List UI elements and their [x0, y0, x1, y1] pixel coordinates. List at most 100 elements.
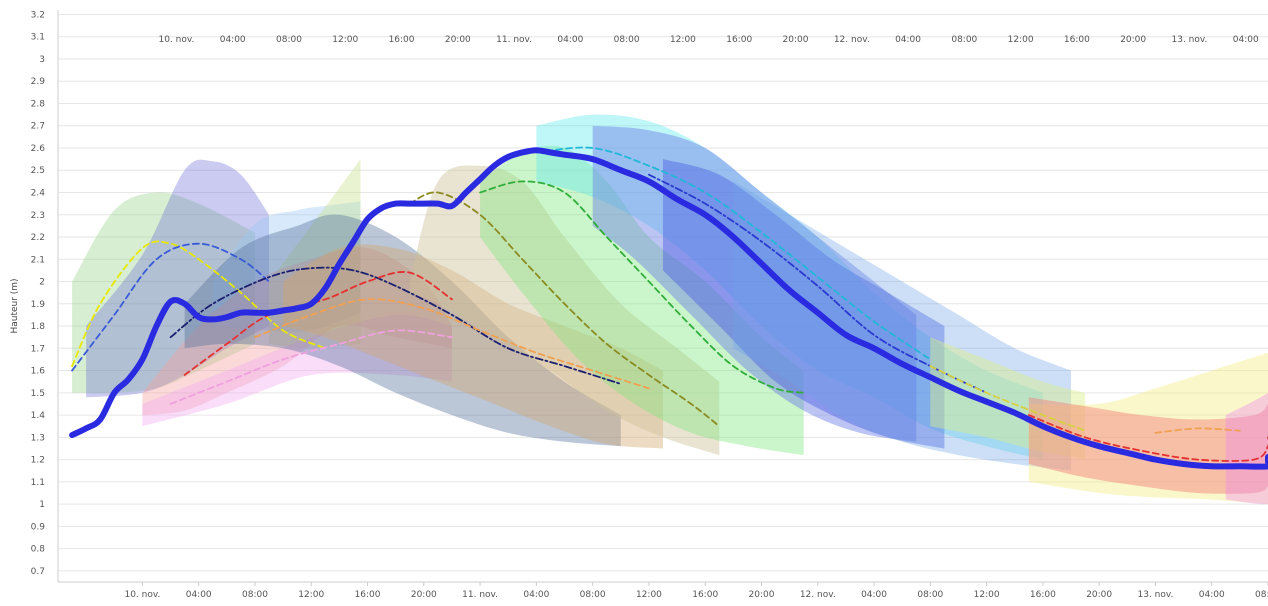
y-tick-label: 2.1 [31, 255, 45, 265]
forecast-line [169, 266, 622, 385]
forecast-line [71, 240, 327, 367]
y-tick-label: 1.7 [31, 344, 45, 354]
x-tick-label-top: 12:00 [332, 35, 358, 45]
x-tick-label-top: 04:00 [1233, 35, 1259, 45]
y-tick-label: 2.4 [31, 189, 46, 199]
observed-line [69, 147, 1268, 470]
y-axis: 0.7 0.8 0.9 1 1.1 1.2 1.3 1.4 1.5 1.6 1.7 1.8 1.9 2 2.… [31, 10, 46, 576]
y-tick-label: 1.3 [31, 433, 45, 443]
y-tick-label: 2.3 [31, 211, 45, 221]
y-tick-label: 0.7 [31, 567, 45, 577]
y-tick-label: 1.5 [31, 389, 45, 399]
forecast-line [71, 242, 270, 372]
x-tick-label-top: 08:00 [614, 35, 640, 45]
x-tick-label: 04:00 [1199, 590, 1225, 600]
grid [57, 10, 1268, 583]
y-tick-label: 3.1 [31, 33, 45, 43]
x-tick-label-top: 04:00 [557, 35, 583, 45]
x-tick-label-top: 04:00 [895, 35, 921, 45]
y-tick-label: 2.8 [31, 99, 46, 109]
y-axis-label: Hauteur (m) [10, 278, 20, 333]
y-tick-label: 2.2 [31, 233, 45, 243]
forecast-line [169, 329, 453, 405]
x-tick-label: 08:00 [580, 590, 606, 600]
uncertainty-band [72, 192, 255, 394]
forecast-line [929, 365, 1086, 432]
x-tick-label-top: 08:00 [276, 35, 302, 45]
x-tick-label-top: 12:00 [1008, 35, 1034, 45]
uncertainty-band [1028, 397, 1268, 494]
x-tick-label-top: 20:00 [1120, 35, 1146, 45]
y-tick-label: 0.9 [31, 522, 46, 532]
x-tick-label: 08:00 [1255, 590, 1268, 600]
x-tick-label: 20:00 [411, 590, 437, 600]
x-axis-top: 10. nov. 04:00 08:00 12:00 16:00 20:00 11. nov… [158, 35, 1259, 45]
y-tick-label: 1.4 [31, 411, 46, 421]
observed-series [69, 147, 1268, 470]
x-tick-label: 16:00 [1030, 590, 1056, 600]
x-tick-label: 12:00 [974, 590, 1000, 600]
x-tick-label: 08:00 [917, 590, 943, 600]
forecast-line [183, 271, 453, 376]
uncertainty-band [142, 314, 452, 427]
x-tick-label-top: 16:00 [726, 35, 752, 45]
x-tick-label: 12. nov. [800, 590, 836, 600]
uncertainty-band [86, 159, 269, 398]
y-tick-label: 1.2 [31, 456, 45, 466]
uncertainty-band [283, 244, 663, 449]
y-tick-label: 3 [39, 55, 45, 65]
x-tick-label-top: 11. nov. [496, 35, 532, 45]
x-tick-label-top: 13. nov. [1172, 35, 1208, 45]
forecast-series [71, 146, 1268, 468]
uncertainty-band [409, 165, 720, 456]
y-tick-label: 1.1 [31, 478, 45, 488]
x-tick-label-top: 16:00 [1064, 35, 1090, 45]
x-tick-label-top: 20:00 [445, 35, 471, 45]
y-tick-label: 0.8 [31, 545, 46, 555]
x-tick-label: 20:00 [1086, 590, 1112, 600]
x-tick-label: 13. nov. [1138, 590, 1174, 600]
x-tick-label: 20:00 [749, 590, 775, 600]
x-tick-label-top: 20:00 [783, 35, 809, 45]
y-tick-label: 3.2 [31, 10, 45, 20]
uncertainty-band [142, 247, 452, 416]
uncertainty-band [733, 181, 1071, 471]
forecast-line [535, 146, 932, 361]
uncertainty-band [1225, 381, 1268, 505]
x-tick-label-top: 08:00 [951, 35, 977, 45]
x-tick-label: 04:00 [523, 590, 549, 600]
x-tick-label-top: 12:00 [670, 35, 696, 45]
x-tick-label-top: 10. nov. [158, 35, 194, 45]
y-tick-label: 2.6 [31, 144, 46, 154]
x-tick-label: 12:00 [298, 590, 324, 600]
x-axis-bottom: 10. nov. 04:00 08:00 12:00 16:00 20:00 11. nov… [124, 582, 1268, 600]
x-tick-label: 10. nov. [124, 590, 160, 600]
x-tick-label: 04:00 [186, 590, 212, 600]
x-tick-label: 12:00 [636, 590, 662, 600]
x-tick-label-top: 04:00 [220, 35, 246, 45]
forecast-line [254, 298, 650, 390]
y-tick-label: 2.5 [31, 166, 45, 176]
uncertainty-band [480, 145, 804, 456]
x-tick-label-top: 12. nov. [834, 35, 870, 45]
uncertainty-band [592, 125, 917, 442]
y-tick-label: 2.9 [31, 77, 46, 87]
y-tick-label: 1.8 [31, 322, 46, 332]
x-tick-label: 08:00 [242, 590, 268, 600]
x-tick-label: 16:00 [355, 590, 381, 600]
uncertainty-band [269, 159, 361, 349]
x-tick-label: 04:00 [861, 590, 887, 600]
x-tick-label: 16:00 [692, 590, 718, 600]
forecast-line [479, 180, 805, 394]
forecast-line [1027, 414, 1268, 462]
y-tick-label: 1.6 [31, 367, 46, 377]
forecast-line [408, 191, 721, 428]
y-tick-label: 1 [39, 500, 45, 510]
x-tick-label-top: 16:00 [389, 35, 415, 45]
y-tick-label: 2 [39, 278, 45, 288]
y-tick-label: 1.9 [31, 300, 46, 310]
forecast-line [1154, 427, 1241, 434]
x-tick-label: 11. nov. [462, 590, 498, 600]
